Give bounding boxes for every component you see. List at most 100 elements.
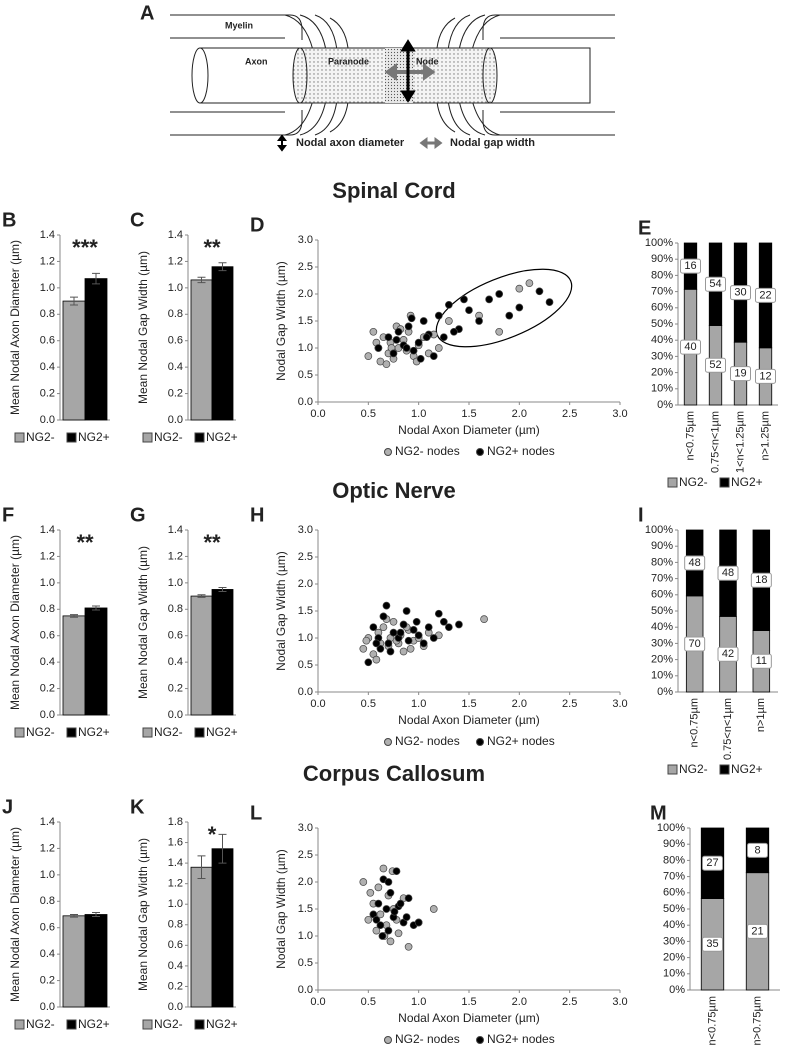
bar [190,866,213,1008]
scatter-point [359,644,368,653]
myelin [482,14,615,40]
y-tick-label: 1.0 [168,577,183,589]
y-tick-label: 1.0 [40,869,55,881]
scatter-point [392,336,401,344]
panel-letter: D [250,214,264,236]
scatter-point [434,344,443,352]
x-tick-label: 2.5 [562,996,577,1008]
scatter-point [515,284,524,293]
scatter-point [394,929,403,938]
bar [190,595,213,716]
scatter-point [376,921,385,930]
y-tick-label: 50% [663,903,685,915]
y-tick-label: 0.2 [40,974,55,986]
label-box [684,555,706,571]
y-tick-label: 20% [651,367,673,379]
scatter-point [419,639,428,648]
myelin [170,14,303,40]
panel-letter: I [638,504,644,526]
value-label: 52 [709,359,721,371]
label-box [702,855,723,871]
scatter-point [382,601,391,610]
y-tick-label: 0.4 [168,361,183,373]
x-tick-label: 1.0 [411,996,426,1008]
panel-letter: M [650,802,667,824]
scatter-point [419,317,428,325]
x-tick-label: 1.0 [411,408,426,420]
scatter-point [445,300,453,309]
scatter-point [379,623,388,632]
x-tick-label: 0.5 [361,996,376,1008]
bar [211,589,234,716]
x-tick-label: n<0.75µm [706,996,718,1045]
legend-label: NG2+ [78,430,110,444]
scatter-point [429,634,438,642]
y-tick-label: 0.4 [168,960,183,972]
scatter-point [412,617,421,626]
bar [190,279,213,421]
scatter-point [364,915,373,924]
value-label: 22 [759,289,771,301]
scatter-point [424,623,433,632]
y-tick-label: 10% [651,383,673,395]
legend-label: NG2- [154,725,183,739]
x-tick-label: 2.0 [512,996,527,1008]
error-bar [92,605,100,611]
scatter-point [429,352,438,360]
scatter-point [372,655,381,664]
y-tick-label: 0.8 [40,895,55,907]
y-tick-label: 1.5 [298,605,313,617]
y-tick-label: 0.0 [40,1001,55,1013]
y-tick-label: 90% [651,540,673,552]
y-tick-label: 0.0 [298,686,313,698]
x-tick-label: n<0.75µm [689,698,701,747]
scatter-point [445,623,453,632]
y-tick-label: 0.6 [168,939,183,951]
y-tick-label: 0.5 [298,659,313,671]
y-tick-label: 100% [645,524,673,536]
y-tick-label: 70% [651,286,673,298]
y-tick-label: 1.6 [168,836,183,848]
scatter-point [374,344,383,352]
y-tick-label: 100% [657,822,685,834]
y-tick-label: 1.2 [168,878,183,890]
scatter-point [369,327,378,336]
scatter-point [409,626,418,634]
y-tick-label: 10% [663,968,685,980]
y-tick-label: 1.0 [168,898,183,910]
x-tick-label: 0.0 [310,698,325,710]
bar [211,266,234,421]
label-box [680,258,701,274]
x-tick-label: 0.0 [310,408,325,420]
x-tick-label: 0.5 [361,408,376,420]
label-box [684,636,706,652]
legend-marker [14,1019,25,1030]
legend-label: NG2+ nodes [487,1032,555,1046]
y-axis-label: Nodal Gap Width (µm) [274,551,288,671]
scatter-point [434,609,443,618]
x-tick-label: 0.0 [310,996,325,1008]
value-label: 8 [754,844,760,856]
scatter-point [445,317,453,325]
y-tick-label: 1.4 [168,857,183,869]
scatter-point [382,360,391,369]
legend-marker [66,727,77,738]
legend-marker [476,448,484,456]
scatter-point [515,303,524,312]
y-tick-label: 0.6 [168,630,183,642]
x-tick-label: 3.0 [612,996,627,1008]
value-label: 48 [689,557,701,569]
error-bar [70,296,78,306]
x-tick-label: 0.5 [361,698,376,710]
y-tick-label: 10% [651,670,673,682]
value-label: 19 [734,367,746,379]
value-label: 42 [722,648,734,660]
y-tick-label: 0.0 [40,414,55,426]
panel-letter: L [250,802,262,824]
y-tick-label: 0.8 [168,308,183,320]
y-tick-label: 2.5 [298,849,313,861]
paranode-end [292,47,308,104]
y-tick-label: 0.2 [40,387,55,399]
gap-arrow [384,63,436,81]
y-tick-label: 1.2 [168,550,183,562]
